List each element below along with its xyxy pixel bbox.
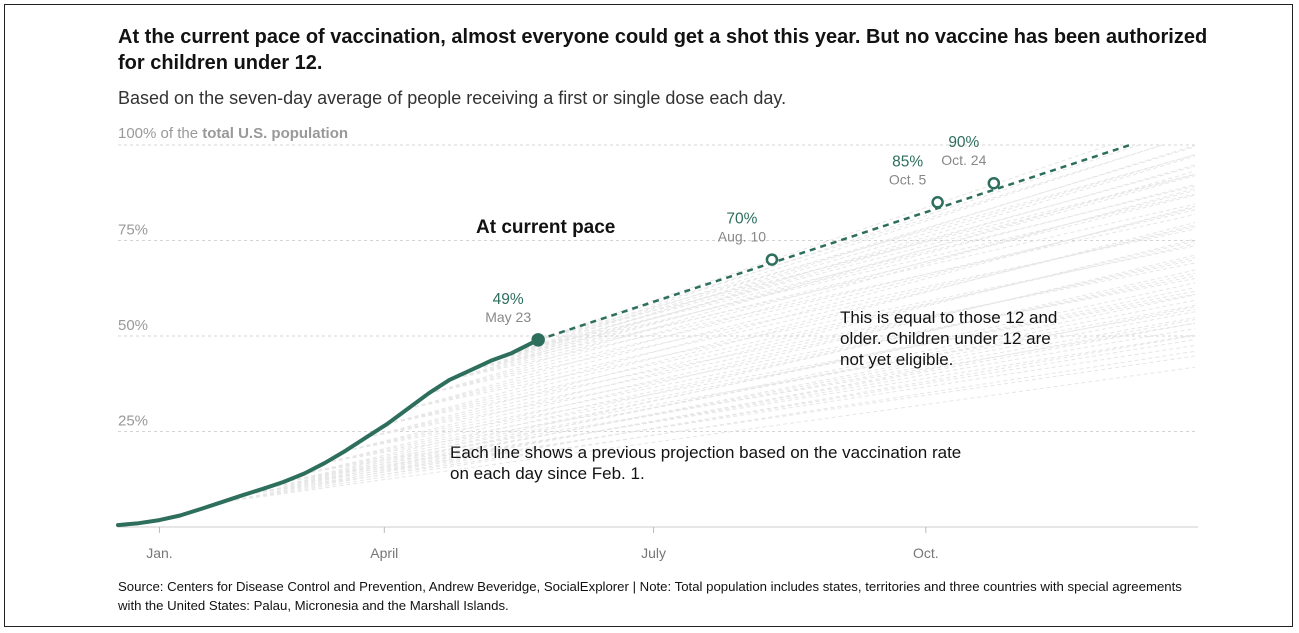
milestone-markers xyxy=(531,176,1001,347)
chart-frame xyxy=(4,4,1293,627)
previous-projection-line xyxy=(345,293,1196,452)
milestone-labels: 49%May 23 70%Aug. 10 85%Oct. 5 90%Oct. 24 xyxy=(485,134,986,325)
previous-projection-line xyxy=(407,207,1196,410)
previous-projection-line xyxy=(345,275,1196,452)
previous-projection-line xyxy=(449,175,1196,381)
y-tick-label: 50% xyxy=(118,317,148,334)
source-note: Source: Centers for Disease Control and … xyxy=(118,579,1182,613)
previous-projection-line xyxy=(262,294,1196,490)
previous-projection-line xyxy=(538,154,1196,341)
x-tick-label: July xyxy=(641,545,666,561)
previous-projection-line xyxy=(449,155,1196,381)
chart-subtitle: Based on the seven-day average of people… xyxy=(118,88,787,108)
previous-projection-line xyxy=(449,194,1196,381)
eligibility-note: This is equal to those 12 and older. Chi… xyxy=(840,308,1062,369)
milestone-marker xyxy=(765,253,779,266)
previous-projection-line xyxy=(345,238,1196,452)
milestone-marker xyxy=(987,176,1001,190)
previous-projection-line xyxy=(469,144,1196,371)
previous-projection-line xyxy=(325,290,1196,464)
milestone-date-label: Oct. 5 xyxy=(889,171,927,187)
previous-projection-line xyxy=(366,240,1196,438)
previous-projection-line xyxy=(242,306,1196,496)
x-axis xyxy=(118,526,1198,533)
previous-projection-line xyxy=(449,214,1196,381)
previous-projection-line xyxy=(345,257,1196,452)
y-tick-label: 75% xyxy=(118,222,148,239)
milestone-percent-label: 90% xyxy=(948,134,979,151)
previous-projection-line xyxy=(262,328,1196,490)
previous-projection-line xyxy=(304,287,1196,475)
previous-projection-line xyxy=(325,272,1196,464)
previous-projections-fan xyxy=(221,144,1196,503)
previous-projection-line xyxy=(428,189,1196,394)
previous-projection-line xyxy=(490,144,1163,362)
previous-projection-line xyxy=(428,228,1196,394)
milestone-date-label: Aug. 10 xyxy=(718,229,766,245)
x-tick-label: Jan. xyxy=(146,545,172,561)
milestone-percent-label: 70% xyxy=(726,211,757,228)
current-pace-label: At current pace xyxy=(476,217,615,238)
y-tick-label: 25% xyxy=(118,413,148,430)
previous-projection-line xyxy=(469,203,1196,371)
gridlines xyxy=(118,144,1198,432)
current-pace-projection-line xyxy=(537,143,1131,342)
previous-projection-line xyxy=(407,245,1196,410)
x-tick-label: Oct. xyxy=(913,545,939,561)
previous-projection-line xyxy=(366,278,1196,438)
chart-title: At the current pace of vaccination, almo… xyxy=(118,26,1208,74)
previous-projection-line xyxy=(242,322,1196,496)
previous-projection-line xyxy=(387,262,1196,425)
previous-projection-line xyxy=(538,173,1196,341)
previous-projection-line xyxy=(511,185,1196,354)
previous-projection-line xyxy=(511,146,1196,354)
previous-projection-line xyxy=(366,259,1196,438)
previous-projection-line xyxy=(304,269,1196,475)
current-value-marker xyxy=(531,333,545,347)
previous-projections-note: Each line shows a previous projection ba… xyxy=(450,443,966,483)
previous-projection-line xyxy=(407,226,1196,410)
x-tick-labels: Jan. April July Oct. xyxy=(146,545,938,561)
milestone-date-label: May 23 xyxy=(485,309,531,325)
previous-projection-line xyxy=(262,344,1196,490)
previous-projection-line xyxy=(304,322,1196,475)
milestone-date-label: Oct. 24 xyxy=(941,152,986,168)
y-axis-top-label: 100% of the total U.S. population xyxy=(118,125,348,142)
actual-vaccination-line xyxy=(116,337,541,528)
previous-projection-line xyxy=(490,193,1196,362)
previous-projection-line xyxy=(221,366,1196,503)
previous-projection-line xyxy=(366,221,1196,438)
previous-projection-line xyxy=(511,165,1196,354)
previous-projection-line xyxy=(511,144,1139,354)
previous-projection-line xyxy=(469,184,1196,371)
milestone-percent-label: 85% xyxy=(892,153,923,170)
x-tick-label: April xyxy=(370,545,398,561)
milestone-percent-label: 49% xyxy=(493,291,524,308)
y-tick-labels: 75% 50% 25% xyxy=(118,222,148,430)
milestone-marker xyxy=(931,196,944,209)
series-layer xyxy=(116,143,1131,528)
previous-projection-line xyxy=(428,209,1196,394)
previous-projection-line xyxy=(325,308,1196,464)
